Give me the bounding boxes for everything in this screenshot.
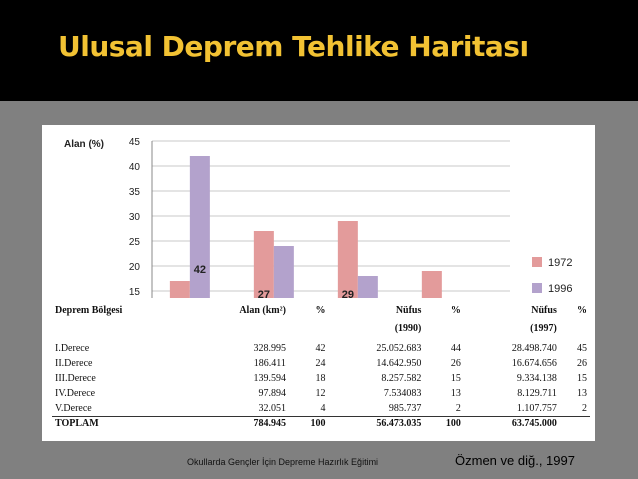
legend-label: 1972 xyxy=(548,257,572,269)
header-cell: Nüfus xyxy=(395,304,422,316)
total-area-cell: 784.945 xyxy=(189,415,289,431)
bar-1972 xyxy=(337,221,358,300)
area-cell: 97.894 xyxy=(258,388,286,399)
subheader-cell xyxy=(190,318,289,338)
total-area-percent-cell: 100 xyxy=(288,415,329,431)
zone-cell: II.Derece xyxy=(55,358,93,369)
slide-title: Ulusal Deprem Tehlike Haritası xyxy=(58,30,529,63)
area-percent-cell: 24 xyxy=(315,358,326,369)
footer-course-title: Okullarda Gençler İçin Depreme Hazırlık … xyxy=(187,457,379,467)
y-tick-label: 30 xyxy=(129,212,141,223)
area-cell: 139.594 xyxy=(253,373,286,384)
y-tick-label: 45 xyxy=(129,137,141,148)
population-1990-percent-cell: 2 xyxy=(455,402,461,414)
population-1997-cell: 28.498.740 xyxy=(511,343,557,354)
subheader-cell xyxy=(560,318,590,338)
table-row: III.Derece 139.594 18 8.257.582 15 9.334… xyxy=(52,371,590,386)
table-row: V.Derece 32.051 4 985.737 2 1.107.757 2 xyxy=(52,401,590,416)
total-population-1997-cell: 63.745.000 xyxy=(463,415,560,431)
subheader-cell xyxy=(52,318,190,338)
population-1990-cell: 7.534083 xyxy=(383,388,422,399)
population-1997-percent-cell: 45 xyxy=(577,343,587,354)
zone-cell: V.Derece xyxy=(55,402,92,414)
population-1990-percent-cell: 26 xyxy=(450,358,461,369)
earthquake-zone-table: Deprem Bölgesi Alan (km²) % Nüfus % Nüfu… xyxy=(52,302,590,431)
area-cell: 32.051 xyxy=(258,402,286,414)
y-tick-label: 15 xyxy=(129,287,141,298)
bar-1972 xyxy=(253,231,274,300)
subheader-cell xyxy=(424,318,464,338)
bar-1972 xyxy=(169,281,190,300)
population-1990-percent-cell: 15 xyxy=(450,373,461,384)
area-cell: 328.995 xyxy=(253,343,286,354)
header-cell: Alan (km²) xyxy=(239,304,286,316)
table-panel: Deprem Bölgesi Alan (km²) % Nüfus % Nüfu… xyxy=(42,298,595,441)
population-1990-cell: 8.257.582 xyxy=(381,373,422,384)
table-row: IV.Derece 97.894 12 7.534083 13 8.129.71… xyxy=(52,386,590,401)
bar-1996 xyxy=(357,276,378,300)
chart-panel: 15 20 25 30 35 40 45 Alan (%) 42 27 29 1972 1996 xyxy=(42,125,595,300)
y-tick-label: 40 xyxy=(129,162,141,173)
title-bar: Ulusal Deprem Tehlike Haritası xyxy=(0,0,638,101)
population-1990-cell: 985.737 xyxy=(388,402,422,414)
population-1997-percent-cell: 26 xyxy=(577,358,587,369)
area-percent-cell: 4 xyxy=(320,402,326,414)
area-bar-chart: 15 20 25 30 35 40 45 Alan (%) 42 27 29 1972 1996 xyxy=(64,137,572,300)
population-1997-cell: 16.674.656 xyxy=(511,358,557,369)
y-tick-label: 20 xyxy=(129,262,141,273)
legend-swatch xyxy=(532,257,542,267)
population-1990-cell: 25.052.683 xyxy=(376,343,422,354)
zone-cell: III.Derece xyxy=(55,373,96,384)
table-total-row: TOPLAM 784.945 100 56.473.035 100 63.745… xyxy=(52,415,590,431)
header-cell: Nüfus xyxy=(531,304,557,316)
header-cell: Deprem Bölgesi xyxy=(55,304,123,316)
total-label-cell: TOPLAM xyxy=(52,415,190,431)
data-label: 29 xyxy=(342,289,354,300)
population-1990-cell: 14.642.950 xyxy=(376,358,422,369)
bar-1996 xyxy=(273,246,294,300)
legend-swatch xyxy=(532,283,542,293)
population-1997-cell: 9.334.138 xyxy=(516,373,557,384)
table-header-row: Deprem Bölgesi Alan (km²) % Nüfus % Nüfu… xyxy=(52,302,590,318)
total-population-1990-cell: 56.473.035 xyxy=(328,415,425,431)
y-tick-label: 35 xyxy=(129,187,141,198)
y-tick-label: 25 xyxy=(129,237,141,248)
legend-label: 1996 xyxy=(548,283,572,295)
population-1997-percent-cell: 15 xyxy=(577,373,587,384)
area-percent-cell: 18 xyxy=(315,373,326,384)
subheader-cell xyxy=(289,318,329,338)
data-label: 42 xyxy=(194,264,206,276)
bar-1972 xyxy=(421,271,442,300)
population-1990-percent-cell: 13 xyxy=(450,388,461,399)
data-label: 27 xyxy=(258,289,270,300)
population-1990-percent-cell: 44 xyxy=(450,343,461,354)
header-cell: % xyxy=(315,304,326,316)
area-percent-cell: 12 xyxy=(315,388,326,399)
area-percent-cell: 42 xyxy=(315,343,326,354)
table-row: I.Derece 328.995 42 25.052.683 44 28.498… xyxy=(52,338,590,356)
population-1997-percent-cell: 13 xyxy=(577,388,587,399)
table-subheader-row: (1990) (1997) xyxy=(52,318,590,338)
total-population-1990-percent-cell: 100 xyxy=(424,415,464,431)
bar-1996 xyxy=(189,156,210,300)
area-cell: 186.411 xyxy=(253,358,286,369)
total-population-1997-percent-cell xyxy=(559,415,590,431)
zone-cell: I.Derece xyxy=(55,343,90,354)
subheader-cell: (1997) xyxy=(530,322,557,334)
population-1997-cell: 1.107.757 xyxy=(516,402,557,414)
y-axis-title: Alan (%) xyxy=(64,139,104,150)
population-1997-percent-cell: 2 xyxy=(582,402,587,414)
header-cell: % xyxy=(577,304,587,316)
population-1997-cell: 8.129.711 xyxy=(517,388,557,399)
zone-cell: IV.Derece xyxy=(55,388,96,399)
table-row: II.Derece 186.411 24 14.642.950 26 16.67… xyxy=(52,356,590,371)
header-cell: % xyxy=(450,304,461,316)
subheader-cell: (1990) xyxy=(394,322,422,334)
footer-citation: Özmen ve diğ., 1997 xyxy=(455,453,575,468)
